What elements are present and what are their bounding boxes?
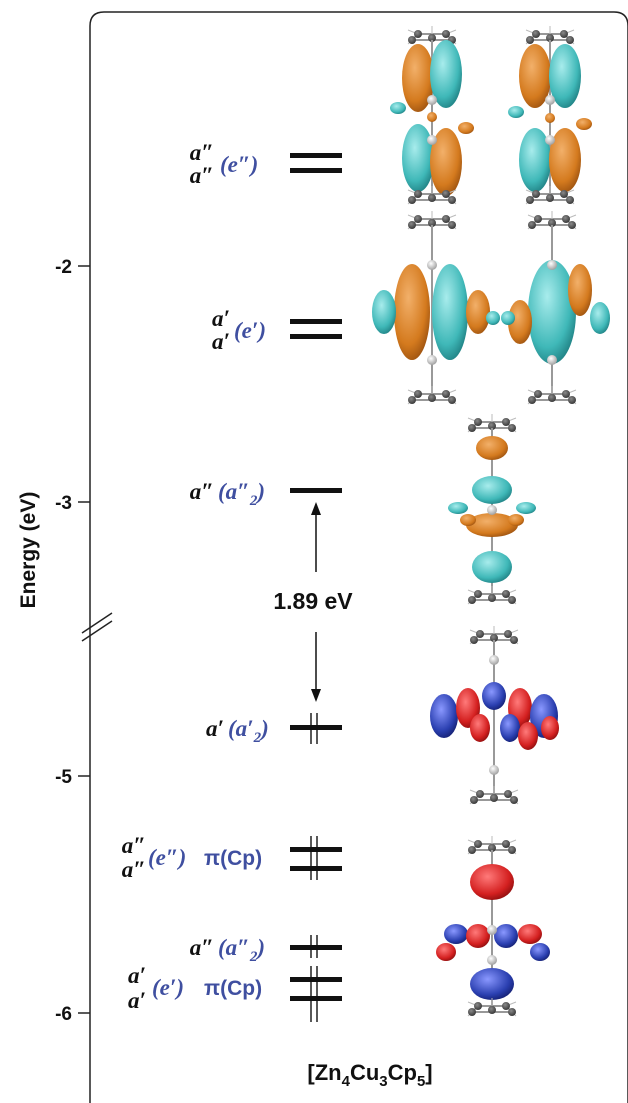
level-bar [290, 866, 342, 871]
tick-label: -3 [55, 493, 72, 514]
axis-break-lower [81, 620, 113, 642]
tick-label: -5 [55, 767, 72, 788]
frame-border [89, 11, 628, 1103]
d3h-label: (a″2) [218, 479, 265, 509]
level-bar [290, 725, 342, 730]
symmetry-label: a′ [128, 963, 146, 988]
level-bar [290, 945, 342, 950]
symmetry-label: a″ [122, 833, 146, 858]
pi-cp-label: π(Cp) [204, 977, 262, 1000]
level-bar [290, 488, 342, 493]
level-bar [290, 334, 342, 339]
orbital-e2-left [390, 25, 474, 205]
tick-label: -2 [55, 257, 72, 278]
level-label-e2-pair: a″ a″ (e″) [190, 140, 258, 188]
d3h-label: (e″) [220, 152, 258, 177]
level-bar [290, 168, 342, 173]
d3h-label: (a″2) [218, 935, 265, 965]
level-label-cp-a2: a″ (a″2) [190, 935, 265, 965]
symmetry-label: a′ [206, 716, 224, 741]
level-label-lumo: a″ (a″2) [190, 479, 265, 509]
axis-title: Energy (eV) [17, 492, 40, 609]
d3h-label: (e′) [234, 318, 266, 343]
level-label-cp-e1: a′ a′ (e′) π(Cp) [128, 963, 262, 1013]
level-bar [290, 153, 342, 158]
d3h-label: (e′) [152, 975, 184, 1000]
d3h-label: (a′2) [228, 716, 269, 746]
gap-arrows [311, 502, 321, 702]
symmetry-label: a′ [212, 329, 230, 354]
symmetry-label: a′ [128, 988, 146, 1013]
orbital-lumo [448, 413, 536, 605]
energy-levels [290, 153, 342, 1001]
level-label-homo: a′ (a′2) [206, 716, 269, 746]
level-label-e1-pair: a′ a′ (e′) [212, 306, 266, 354]
orbital-e2-right [508, 25, 592, 205]
arrow-down-head [311, 689, 321, 702]
orbital-e1-left [372, 210, 500, 405]
symmetry-label: a″ [122, 857, 146, 882]
level-bar [290, 847, 342, 852]
symmetry-label: a″ [190, 140, 214, 165]
orbital-homo [430, 625, 559, 805]
level-bar [290, 319, 342, 324]
orbital-pi-cp [436, 835, 550, 1017]
electron-pairs [310, 713, 318, 1022]
arrow-up-head [311, 502, 321, 515]
axis-ticks [78, 265, 90, 1014]
pi-cp-label: π(Cp) [204, 847, 262, 870]
axis-break-upper [81, 612, 113, 634]
symmetry-label: a″ [190, 935, 214, 960]
symmetry-label: a′ [212, 306, 230, 331]
level-bar [290, 996, 342, 1001]
level-bar [290, 977, 342, 982]
level-label-cp-e2: a″ a″ (e″) π(Cp) [122, 833, 262, 882]
symmetry-label: a″ [190, 479, 214, 504]
d3h-label: (e″) [148, 845, 186, 870]
tick-label: -6 [55, 1004, 72, 1025]
compound-label: [Zn4Cu3Cp5] [307, 1060, 432, 1090]
symmetry-label: a″ [190, 163, 214, 188]
orbital-e1-right [501, 210, 610, 405]
gap-label: 1.89 eV [273, 588, 353, 614]
